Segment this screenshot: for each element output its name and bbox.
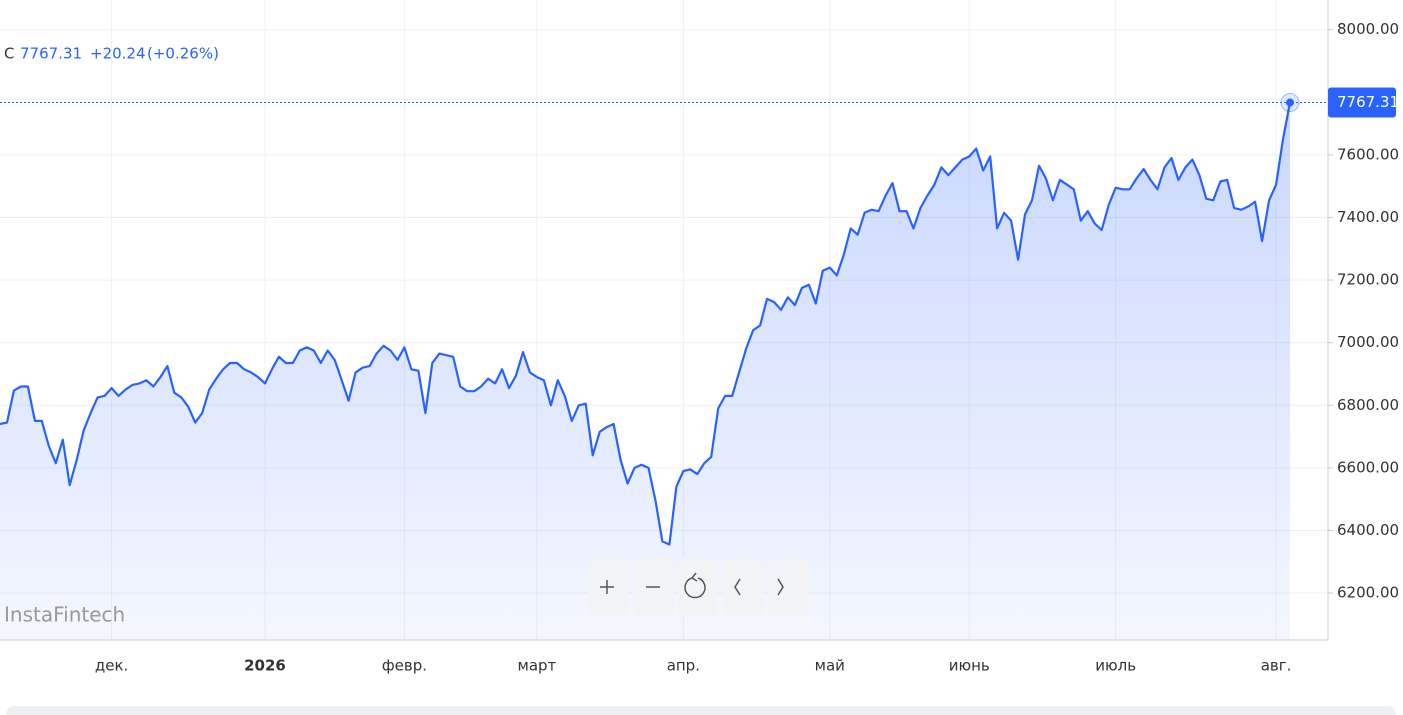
- price-tag: [1328, 87, 1396, 118]
- watermark: InstaFintech: [4, 603, 125, 627]
- icon: [734, 578, 741, 596]
- icon: [777, 578, 784, 596]
- line: [0, 102, 1292, 546]
- price-tag-label: 7767.31: [1337, 93, 1399, 111]
- reset[interactable]: [678, 558, 718, 616]
- last-price: 7767.31: [20, 45, 82, 63]
- y-tick-label: 7600.00: [1337, 145, 1399, 163]
- x-tick-label: июнь: [949, 657, 990, 675]
- y-tick-label: 7400.00: [1337, 208, 1399, 226]
- x-tick-label: апр.: [667, 657, 700, 675]
- x-tick-label: март: [518, 657, 557, 675]
- y-tick-label: 6800.00: [1337, 396, 1399, 414]
- x-tick-label: 2026: [244, 657, 286, 675]
- icon: [600, 580, 614, 594]
- x-tick-label: авг.: [1261, 657, 1292, 675]
- x-tick-label: май: [815, 657, 845, 675]
- y-tick-label: 7000.00: [1337, 333, 1399, 351]
- icon: [684, 572, 706, 599]
- y-tick-label: 7200.00: [1337, 271, 1399, 289]
- scroll-right[interactable]: [768, 558, 808, 616]
- symbol: C: [4, 45, 14, 63]
- y-tick-label: 6400.00: [1337, 521, 1399, 539]
- nav-buttons: [588, 558, 808, 616]
- area: [0, 102, 1290, 640]
- x-tick-label: июль: [1095, 657, 1136, 675]
- y-tick-label: 6600.00: [1337, 458, 1399, 476]
- y-tick-label: 6200.00: [1337, 584, 1399, 602]
- scroll-left[interactable]: [723, 558, 763, 616]
- change: +20.24: [90, 45, 146, 63]
- change-pct: (+0.26%): [147, 45, 219, 63]
- x-tick-label: дек.: [95, 657, 128, 675]
- x-tick-label: февр.: [382, 657, 427, 675]
- y-tick-label: 8000.00: [1337, 20, 1399, 38]
- bottom-panel: [6, 706, 1396, 715]
- last-point: [1286, 98, 1294, 107]
